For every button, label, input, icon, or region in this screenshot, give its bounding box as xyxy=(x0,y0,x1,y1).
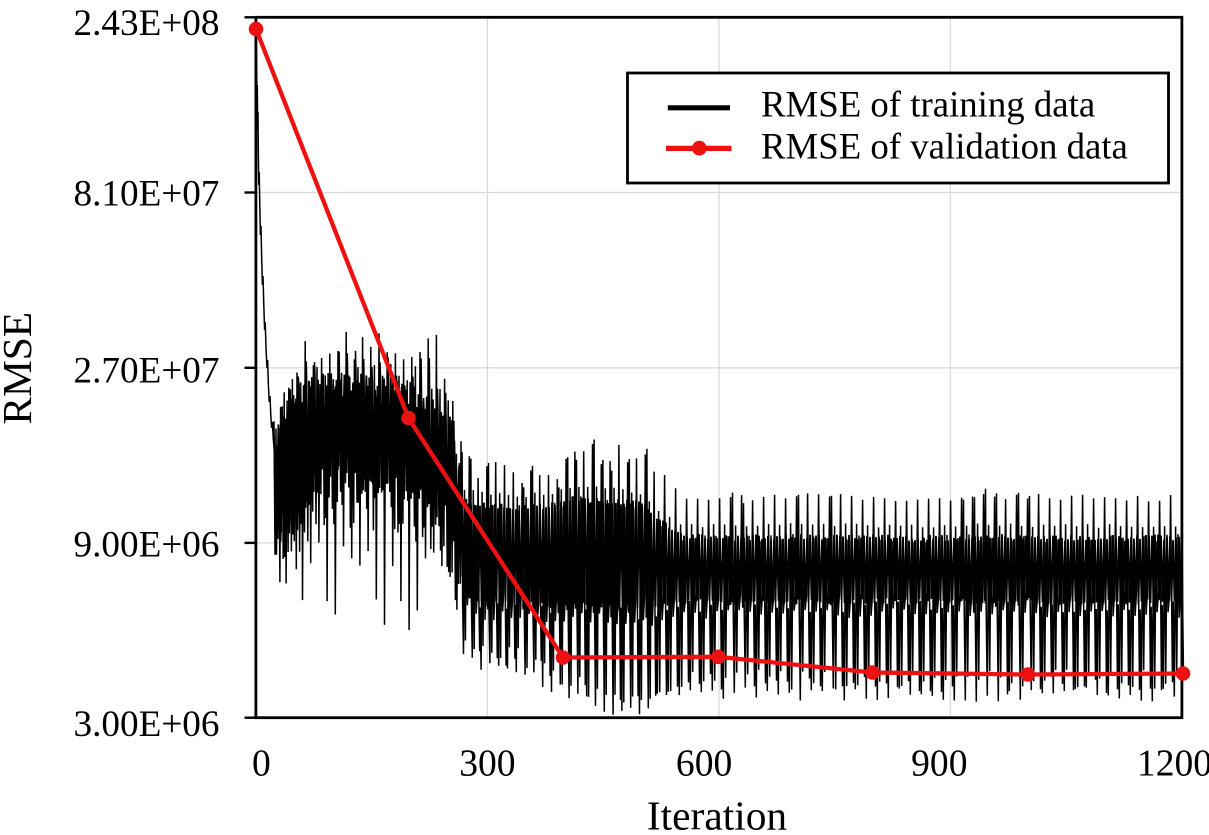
svg-text:1200: 1200 xyxy=(1137,744,1209,785)
svg-text:RMSE: RMSE xyxy=(0,312,40,425)
svg-text:900: 900 xyxy=(911,744,967,785)
svg-text:RMSE of validation data: RMSE of validation data xyxy=(761,126,1128,167)
svg-text:8.10E+07: 8.10E+07 xyxy=(74,174,220,215)
svg-text:0: 0 xyxy=(252,744,271,785)
svg-text:Iteration: Iteration xyxy=(647,793,788,835)
svg-text:RMSE of training data: RMSE of training data xyxy=(761,84,1095,125)
svg-text:600: 600 xyxy=(676,744,732,785)
svg-text:300: 300 xyxy=(459,744,515,785)
svg-text:2.70E+07: 2.70E+07 xyxy=(74,351,220,392)
svg-text:3.00E+06: 3.00E+06 xyxy=(74,704,220,745)
svg-text:9.00E+06: 9.00E+06 xyxy=(74,524,220,565)
svg-text:2.43E+08: 2.43E+08 xyxy=(74,3,220,44)
